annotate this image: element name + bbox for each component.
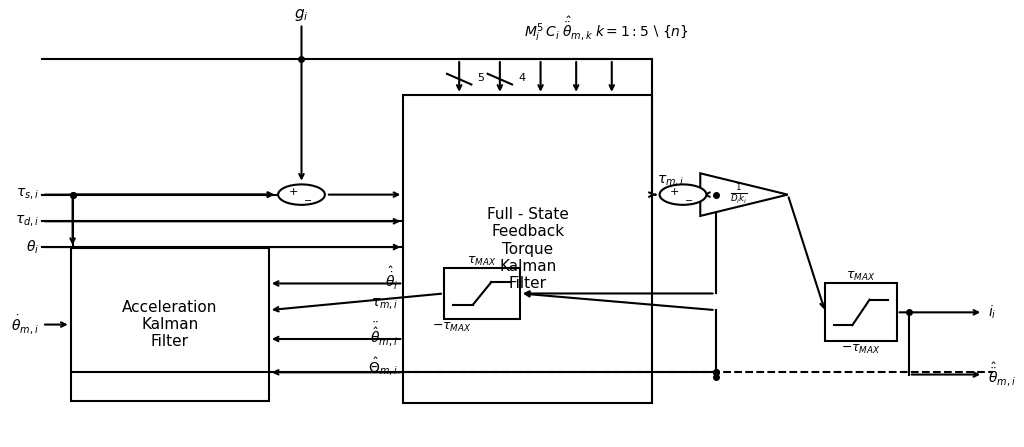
- Text: $\theta_i$: $\theta_i$: [26, 238, 39, 256]
- Text: $\frac{1}{D_i k_i}$: $\frac{1}{D_i k_i}$: [730, 182, 748, 207]
- Text: $\tau_{MAX}$: $\tau_{MAX}$: [468, 255, 497, 268]
- Text: 5: 5: [477, 73, 484, 83]
- Bar: [825, 283, 897, 341]
- Polygon shape: [700, 173, 787, 216]
- Bar: [403, 95, 652, 403]
- Text: $\tau_{s,i}$: $\tau_{s,i}$: [16, 187, 39, 202]
- Text: $\tau_{m,i}$: $\tau_{m,i}$: [656, 174, 684, 189]
- Text: $i_i$: $i_i$: [988, 304, 996, 321]
- Text: $\hat{\Theta}_{m,i}$: $\hat{\Theta}_{m,i}$: [368, 356, 398, 378]
- Text: Acceleration
Kalman
Filter: Acceleration Kalman Filter: [122, 299, 217, 350]
- Text: 4: 4: [518, 73, 525, 83]
- Text: $-$: $-$: [303, 194, 312, 204]
- Text: $-\tau_{MAX}$: $-\tau_{MAX}$: [841, 343, 881, 356]
- Text: $-\tau_{MAX}$: $-\tau_{MAX}$: [432, 320, 472, 333]
- Circle shape: [279, 185, 325, 205]
- Text: $\tau_{MAX}$: $\tau_{MAX}$: [847, 270, 876, 283]
- Text: $\hat{\dot{\theta}}_i$: $\hat{\dot{\theta}}_i$: [385, 265, 398, 292]
- Text: $\tau_{m,i}$: $\tau_{m,i}$: [371, 297, 398, 312]
- Text: $\tau_{d,i}$: $\tau_{d,i}$: [15, 214, 39, 229]
- Bar: [444, 268, 520, 319]
- Text: $g_i$: $g_i$: [294, 7, 309, 23]
- Text: $\hat{\ddot{\theta}}_{m,i}$: $\hat{\ddot{\theta}}_{m,i}$: [988, 361, 1016, 388]
- Text: $M_i^5\,C_i\;\hat{\ddot{\theta}}_{m,k}\;k=1{:}5\setminus\{n\}$: $M_i^5\,C_i\;\hat{\ddot{\theta}}_{m,k}\;…: [524, 13, 689, 42]
- Text: $\dot{\theta}_{m,i}$: $\dot{\theta}_{m,i}$: [11, 313, 39, 336]
- Text: Full - State
Feedback
Torque
Kalman
Filter: Full - State Feedback Torque Kalman Filt…: [486, 207, 568, 291]
- Text: $\ddot{\hat{\theta}}_{m,i}$: $\ddot{\hat{\theta}}_{m,i}$: [371, 320, 398, 348]
- Text: +: +: [289, 186, 298, 197]
- Circle shape: [659, 185, 707, 205]
- Text: $-$: $-$: [684, 194, 693, 204]
- Text: +: +: [670, 186, 680, 197]
- Bar: [71, 248, 269, 401]
